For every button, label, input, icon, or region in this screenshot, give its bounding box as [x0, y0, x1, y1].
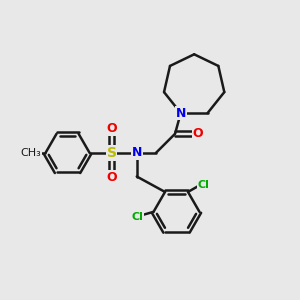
Text: N: N: [132, 146, 142, 159]
Text: CH₃: CH₃: [20, 148, 41, 158]
Text: Cl: Cl: [197, 180, 209, 190]
Text: Cl: Cl: [131, 212, 143, 222]
Text: O: O: [193, 127, 203, 140]
Text: N: N: [176, 106, 186, 120]
Text: O: O: [106, 171, 117, 184]
Text: S: S: [107, 146, 117, 160]
Text: O: O: [106, 122, 117, 135]
